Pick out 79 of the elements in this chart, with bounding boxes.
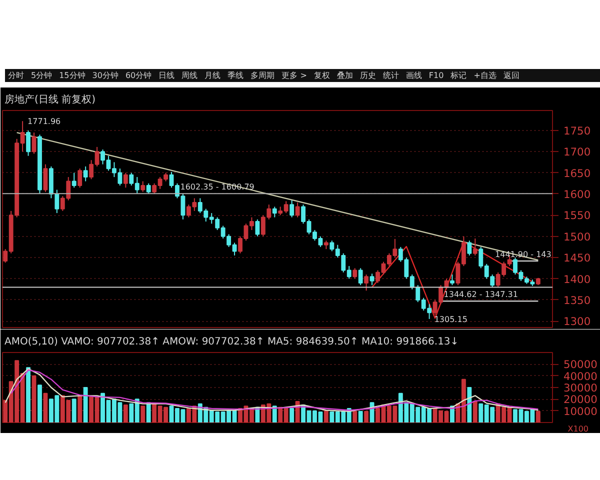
text: 周线: [182, 71, 198, 80]
y-tick-label: 1600: [564, 188, 591, 201]
bar: [352, 410, 358, 422]
candlestick: [255, 218, 260, 237]
candlestick: [32, 132, 36, 154]
text: 分时: [8, 71, 24, 80]
bar: [295, 401, 300, 422]
bar: [364, 410, 369, 422]
y-tick-label: 30000: [564, 382, 598, 394]
y-tick-label: 1500: [564, 230, 591, 244]
bar: [26, 367, 30, 422]
y-tick-label: 40000: [564, 370, 598, 383]
bar: [72, 398, 76, 422]
candlestick: [140, 180, 146, 192]
annotation: 1344.62 - 1347.31: [444, 290, 518, 300]
bar: [32, 375, 36, 422]
text: 复权: [314, 71, 330, 80]
bar: [38, 384, 42, 422]
y-tick-label: 1750: [564, 124, 591, 138]
text: 标记: [450, 71, 467, 80]
text: 叠加: [336, 71, 353, 80]
y-tick-label: 1550: [564, 209, 591, 222]
candlestick: [467, 240, 472, 256]
bar: [472, 401, 478, 422]
text: +自选: [474, 71, 496, 80]
candlestick: [272, 206, 277, 218]
y-tick-label: 1650: [564, 166, 591, 180]
annotation: 1771.96: [28, 117, 61, 126]
y-tick-label: 1450: [564, 252, 591, 265]
candlestick: [83, 166, 88, 182]
text: 更多 >: [282, 71, 307, 80]
candlestick: [358, 268, 363, 286]
candlestick: [43, 164, 48, 192]
y-tick-label: 1400: [564, 272, 591, 286]
bar: [123, 404, 128, 422]
chart-title: 房地产(日线 前复权): [4, 94, 96, 106]
text: 多周期: [250, 71, 275, 80]
text: 历史: [360, 71, 376, 80]
chart-title: AMO(5,10) VAMO: 907702.38↑ AMOW: 907702.38↑ MA5: 984639.50↑ MA10: 991866.13↓: [4, 336, 459, 348]
bar: [140, 406, 146, 422]
bar: [43, 392, 48, 422]
candlestick: [78, 168, 82, 188]
candlestick: [370, 273, 374, 286]
annotation: 1305.15: [434, 314, 468, 324]
text: 5分钟: [31, 71, 52, 80]
bar: [78, 395, 82, 422]
y-tick-label: 1700: [564, 146, 591, 159]
y-tick-label: 20000: [564, 393, 598, 406]
bar: [324, 410, 328, 422]
text: 日线: [158, 71, 175, 80]
text: 月线: [204, 71, 221, 80]
bar: [536, 410, 540, 422]
candlestick: [146, 182, 151, 194]
y-tick-label: 1350: [564, 294, 591, 307]
bar: [290, 408, 294, 422]
y-tick-label: 10000: [564, 404, 598, 418]
text: 统计: [382, 71, 399, 80]
candlestick: [472, 238, 478, 256]
candlestick: [123, 172, 128, 188]
text: 画线: [406, 71, 422, 80]
candlestick: [364, 274, 369, 292]
text: 返回: [503, 71, 520, 80]
bar: [358, 410, 363, 422]
y-tick-label: 50000: [564, 358, 598, 372]
candlestick: [450, 274, 454, 286]
text: 季线: [228, 71, 244, 80]
candlestick: [290, 200, 294, 218]
bar: [83, 387, 88, 422]
bar: [467, 387, 472, 422]
text: 30分钟: [92, 71, 118, 80]
text: 15分钟: [59, 71, 86, 80]
candlestick: [352, 268, 358, 280]
text: X100: [568, 424, 588, 434]
candlestick: [26, 130, 30, 156]
candlestick: [72, 172, 76, 188]
text: 60分钟: [125, 71, 152, 80]
y-tick-label: 1300: [564, 315, 591, 328]
text: F10: [428, 71, 444, 80]
candlestick: [295, 202, 300, 218]
